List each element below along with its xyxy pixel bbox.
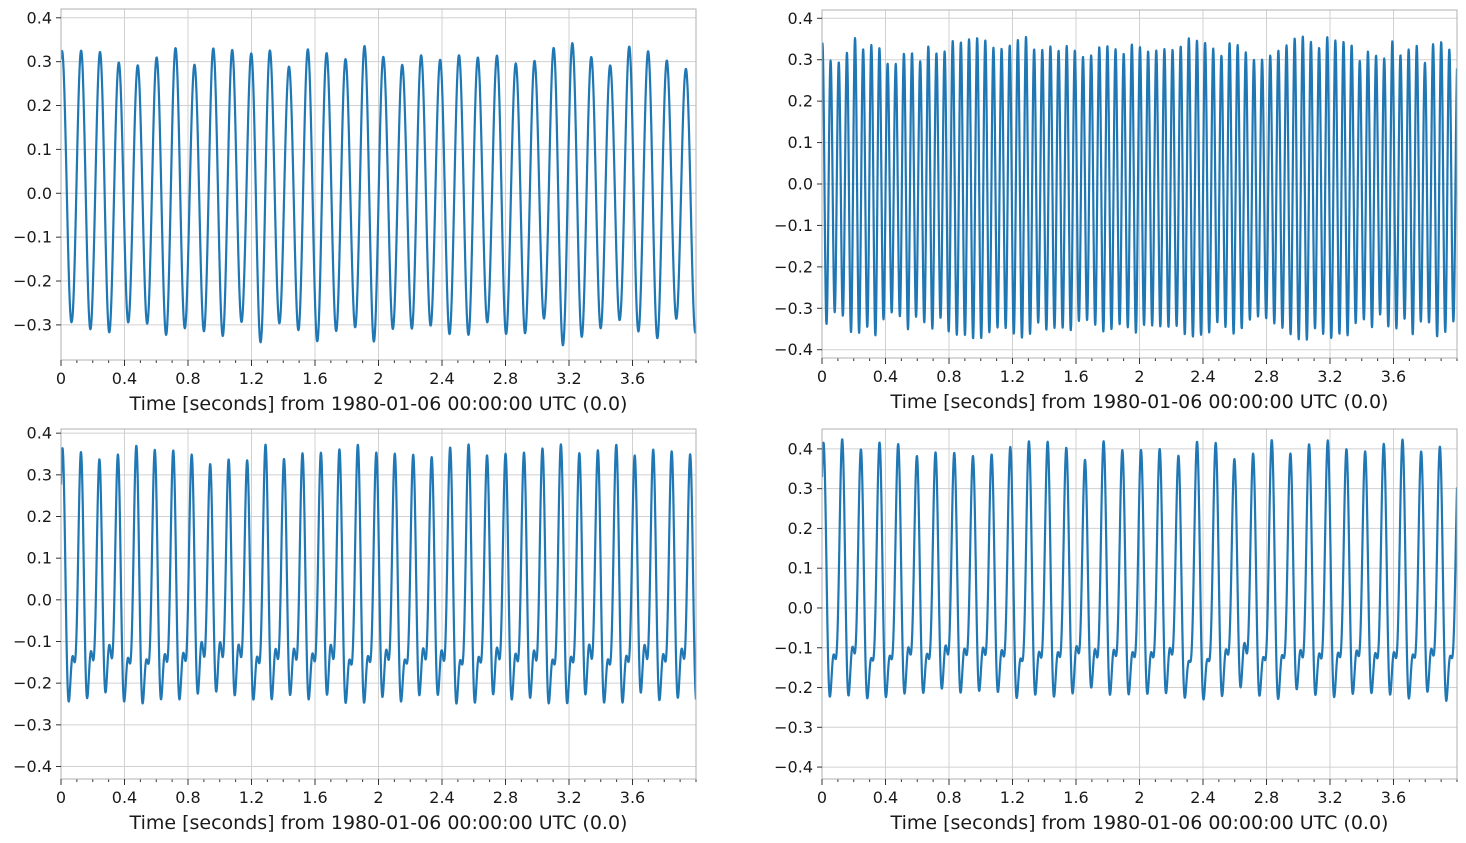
y-tick-label: −0.1 xyxy=(13,228,52,247)
x-tick-label: 0 xyxy=(56,788,66,807)
y-tick-label: −0.3 xyxy=(13,715,52,734)
x-tick-label: 3.2 xyxy=(1317,367,1342,386)
y-tick-label: 0.3 xyxy=(788,479,813,498)
y-tick-label: −0.2 xyxy=(774,678,813,697)
x-tick-label: 0 xyxy=(817,367,827,386)
series-line xyxy=(61,42,696,347)
series-line xyxy=(822,35,1457,341)
x-axis-label: Time [seconds] from 1980-01-06 00:00:00 … xyxy=(890,391,1389,413)
x-tick-label: 2.8 xyxy=(493,788,518,807)
x-tick-label: 3.2 xyxy=(1317,788,1342,807)
x-tick-label: 3.6 xyxy=(1381,367,1406,386)
x-tick-label: 1.2 xyxy=(239,369,264,388)
x-tick-label: 2 xyxy=(1134,788,1144,807)
x-tick-label: 2.8 xyxy=(1254,367,1279,386)
y-tick-label: 0.0 xyxy=(788,598,813,617)
series-line xyxy=(61,443,696,705)
x-axis-label: Time [seconds] from 1980-01-06 00:00:00 … xyxy=(890,812,1389,834)
y-tick-label: 0.4 xyxy=(788,439,813,458)
y-tick-label: 0.0 xyxy=(788,175,813,194)
x-tick-label: 2.8 xyxy=(493,369,518,388)
x-tick-label: 0 xyxy=(56,369,66,388)
x-tick-label: 3.6 xyxy=(620,788,645,807)
series-line xyxy=(822,438,1457,702)
x-tick-label: 2 xyxy=(373,788,383,807)
y-tick-label: 0.1 xyxy=(27,549,52,568)
y-tick-label: −0.2 xyxy=(13,674,52,693)
y-tick-label: 0.1 xyxy=(788,559,813,578)
x-tick-label: 2.4 xyxy=(1190,367,1215,386)
chart-panel-2: 0 0.4 0.8 1.2 1.6 2 2.4 2.8 3.2 3.6 −0.4 −0.3 −0.2 −0… xyxy=(774,9,1458,413)
chart-panel-3: 0 0.4 0.8 1.2 1.6 2 2.4 2.8 3.2 3.6 −0.4 −0.3 −0.2 −0… xyxy=(13,424,697,834)
x-tick-label: 0.4 xyxy=(112,788,137,807)
y-tick-label: −0.2 xyxy=(13,272,52,291)
x-tick-label: 1.2 xyxy=(1000,367,1025,386)
x-tick-label: 0.4 xyxy=(112,369,137,388)
chart-panel-4: 0 0.4 0.8 1.2 1.6 2 2.4 2.8 3.2 3.6 −0.4 −0.3 −0.2 −0… xyxy=(774,428,1458,834)
y-tick-label: −0.1 xyxy=(774,216,813,235)
x-tick-label: 3.6 xyxy=(620,369,645,388)
x-tick-label: 0.4 xyxy=(873,367,898,386)
x-tick-label: 2.4 xyxy=(1190,788,1215,807)
y-tick-label: 0.3 xyxy=(788,50,813,69)
y-tick-label: 0.4 xyxy=(27,424,52,443)
x-tick-label: 2 xyxy=(1134,367,1144,386)
y-tick-label: −0.2 xyxy=(774,257,813,276)
y-tick-label: 0.1 xyxy=(788,133,813,152)
x-tick-label: 0.8 xyxy=(175,369,200,388)
x-tick-label: 0.8 xyxy=(175,788,200,807)
x-tick-label: 1.2 xyxy=(1000,788,1025,807)
y-tick-label: 0.4 xyxy=(788,9,813,28)
y-tick-label: −0.4 xyxy=(774,758,813,777)
x-tick-label: 3.6 xyxy=(1381,788,1406,807)
x-tick-label: 1.6 xyxy=(1063,367,1088,386)
y-tick-label: −0.1 xyxy=(13,632,52,651)
x-tick-label: 1.6 xyxy=(302,788,327,807)
x-tick-label: 2.8 xyxy=(1254,788,1279,807)
x-tick-label: 3.2 xyxy=(556,369,581,388)
x-tick-label: 2.4 xyxy=(429,369,454,388)
y-tick-label: 0.2 xyxy=(27,507,52,526)
x-tick-label: 2.4 xyxy=(429,788,454,807)
y-tick-label: −0.4 xyxy=(13,757,52,776)
x-tick-label: 0.8 xyxy=(936,367,961,386)
x-axis-label: Time [seconds] from 1980-01-06 00:00:00 … xyxy=(129,812,628,834)
x-tick-label: 1.6 xyxy=(302,369,327,388)
x-tick-label: 0.4 xyxy=(873,788,898,807)
y-tick-label: 0.3 xyxy=(27,52,52,71)
y-tick-label: 0.3 xyxy=(27,465,52,484)
x-tick-label: 0.8 xyxy=(936,788,961,807)
x-tick-label: 1.2 xyxy=(239,788,264,807)
y-tick-label: 0.2 xyxy=(27,96,52,115)
x-axis-label: Time [seconds] from 1980-01-06 00:00:00 … xyxy=(129,393,628,415)
y-tick-label: 0.2 xyxy=(788,92,813,111)
x-tick-label: 0 xyxy=(817,788,827,807)
chart-panel-1: 0 0.4 0.8 1.2 1.6 2 2.4 2.8 3.2 3.6 −0.3 −0.2 −0.1 0.… xyxy=(13,8,697,415)
x-tick-label: 1.6 xyxy=(1063,788,1088,807)
y-tick-label: 0.0 xyxy=(27,184,52,203)
y-tick-label: 0.2 xyxy=(788,519,813,538)
y-tick-label: 0.4 xyxy=(27,8,52,27)
y-tick-label: −0.3 xyxy=(13,315,52,334)
y-tick-label: 0.0 xyxy=(27,590,52,609)
y-tick-label: 0.1 xyxy=(27,140,52,159)
x-tick-label: 2 xyxy=(373,369,383,388)
y-tick-label: −0.3 xyxy=(774,299,813,318)
y-tick-label: −0.3 xyxy=(774,718,813,737)
x-tick-label: 3.2 xyxy=(556,788,581,807)
y-tick-label: −0.1 xyxy=(774,638,813,657)
y-tick-label: −0.4 xyxy=(774,340,813,359)
